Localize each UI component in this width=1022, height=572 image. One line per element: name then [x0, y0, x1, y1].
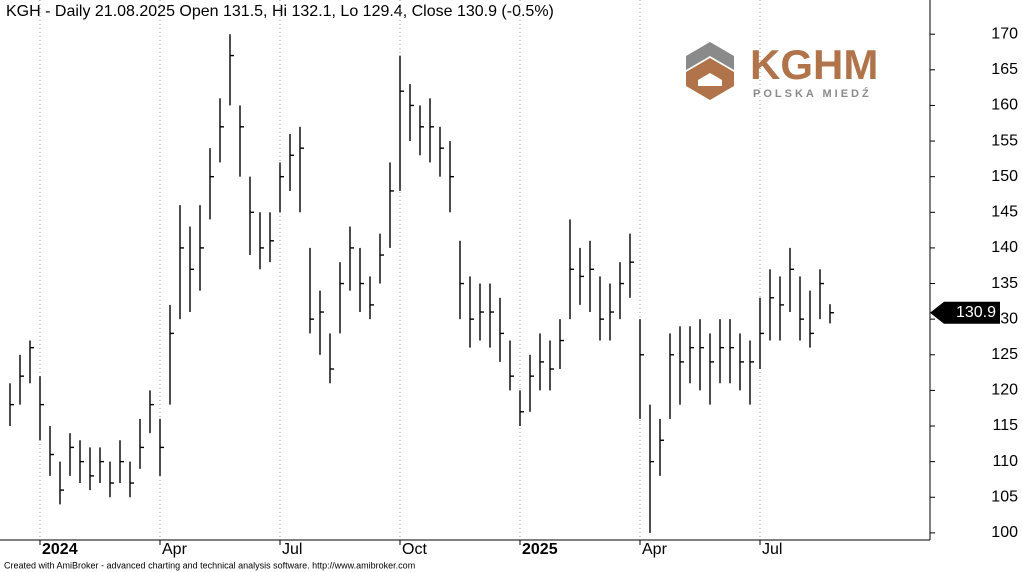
x-tick-label: Apr	[642, 541, 668, 558]
y-tick-label: 120	[991, 382, 1018, 399]
x-tick-label: Apr	[162, 541, 188, 558]
logo-subtitle: POLSKA MIEDŹ	[753, 87, 872, 100]
logo-icon-cut	[698, 73, 722, 86]
x-tick-label: 2025	[522, 541, 558, 558]
last-value-tag	[930, 301, 1000, 324]
x-tick-label: Jul	[282, 541, 302, 558]
y-tick-label: 135	[991, 275, 1018, 292]
x-tick-label: Oct	[402, 541, 427, 558]
logo: KGHM POLSKA MIEDŹ	[686, 41, 878, 100]
y-tick-label: 110	[992, 453, 1018, 470]
y-tick-label: 115	[992, 417, 1018, 434]
y-tick-label: 140	[991, 239, 1018, 256]
logo-icon-top	[686, 42, 734, 70]
y-tick-label: 155	[991, 132, 1018, 149]
y-tick-label: 125	[991, 346, 1018, 363]
last-value-label: 130.9	[956, 304, 996, 321]
chart-title: KGH - Daily 21.08.2025 Open 131.5, Hi 13…	[6, 3, 554, 20]
x-tick-label: 2024	[42, 541, 78, 558]
x-tick-label: Jul	[762, 541, 782, 558]
logo-name: KGHM	[750, 41, 878, 88]
y-tick-label: 170	[991, 25, 1018, 42]
footer: Created with AmiBroker - advanced charti…	[4, 560, 415, 570]
y-tick-label: 160	[991, 97, 1018, 114]
y-tick-label: 150	[991, 168, 1018, 185]
y-tick-label: 145	[991, 204, 1018, 221]
y-tick-label: 105	[991, 488, 1018, 505]
y-tick-label: 165	[991, 61, 1018, 78]
y-tick-label: 100	[991, 524, 1018, 541]
